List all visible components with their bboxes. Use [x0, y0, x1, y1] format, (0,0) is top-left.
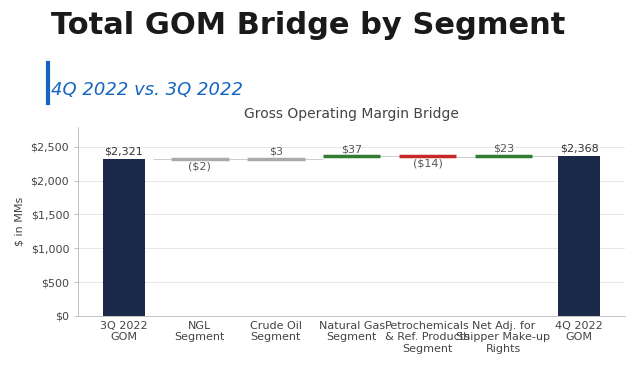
Text: $2,368: $2,368: [560, 144, 598, 154]
Text: $2,321: $2,321: [104, 147, 143, 157]
Title: Gross Operating Margin Bridge: Gross Operating Margin Bridge: [244, 107, 459, 121]
Bar: [103, 159, 145, 316]
Text: $23: $23: [493, 144, 514, 154]
Bar: [559, 156, 600, 316]
Text: ($2): ($2): [188, 161, 211, 171]
Text: $3: $3: [269, 147, 283, 157]
Text: Total GOM Bridge by Segment: Total GOM Bridge by Segment: [51, 11, 566, 40]
Text: $37: $37: [341, 144, 362, 154]
Text: 4Q 2022 vs. 3Q 2022: 4Q 2022 vs. 3Q 2022: [51, 81, 243, 99]
Text: ($14): ($14): [413, 158, 442, 168]
Y-axis label: $ in MMs: $ in MMs: [15, 197, 25, 246]
